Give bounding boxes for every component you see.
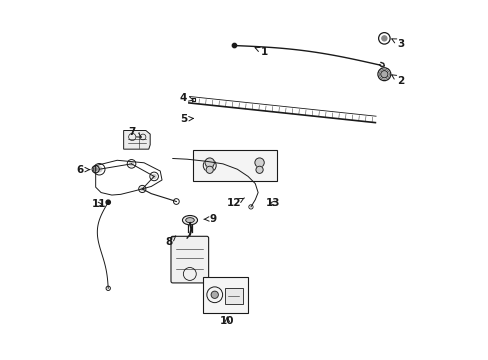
Ellipse shape: [182, 216, 197, 225]
Circle shape: [94, 168, 97, 171]
Text: 2: 2: [391, 75, 404, 86]
Bar: [192, 150, 276, 181]
Text: 6: 6: [77, 165, 89, 175]
Circle shape: [255, 166, 263, 174]
Bar: [225, 288, 242, 304]
Text: 7: 7: [127, 127, 141, 137]
Text: 9: 9: [203, 214, 216, 224]
Text: 12: 12: [227, 198, 244, 208]
Circle shape: [254, 158, 264, 167]
Text: 13: 13: [265, 198, 280, 208]
Text: 1: 1: [255, 46, 267, 57]
Circle shape: [129, 162, 133, 166]
Text: 10: 10: [220, 316, 234, 325]
Polygon shape: [123, 131, 150, 149]
Circle shape: [141, 187, 143, 190]
Text: 4: 4: [180, 93, 193, 103]
Circle shape: [206, 166, 213, 174]
Bar: [203, 277, 247, 313]
Circle shape: [211, 291, 218, 298]
Text: 5: 5: [180, 114, 193, 124]
Circle shape: [380, 71, 387, 78]
Text: 8: 8: [165, 236, 175, 247]
Circle shape: [106, 200, 110, 204]
Ellipse shape: [185, 218, 194, 223]
Circle shape: [152, 175, 156, 178]
FancyBboxPatch shape: [171, 236, 208, 283]
Circle shape: [232, 43, 236, 48]
Text: 3: 3: [391, 39, 404, 49]
Text: 11: 11: [91, 199, 106, 210]
Circle shape: [97, 167, 102, 172]
Circle shape: [204, 158, 214, 167]
Circle shape: [381, 36, 386, 41]
